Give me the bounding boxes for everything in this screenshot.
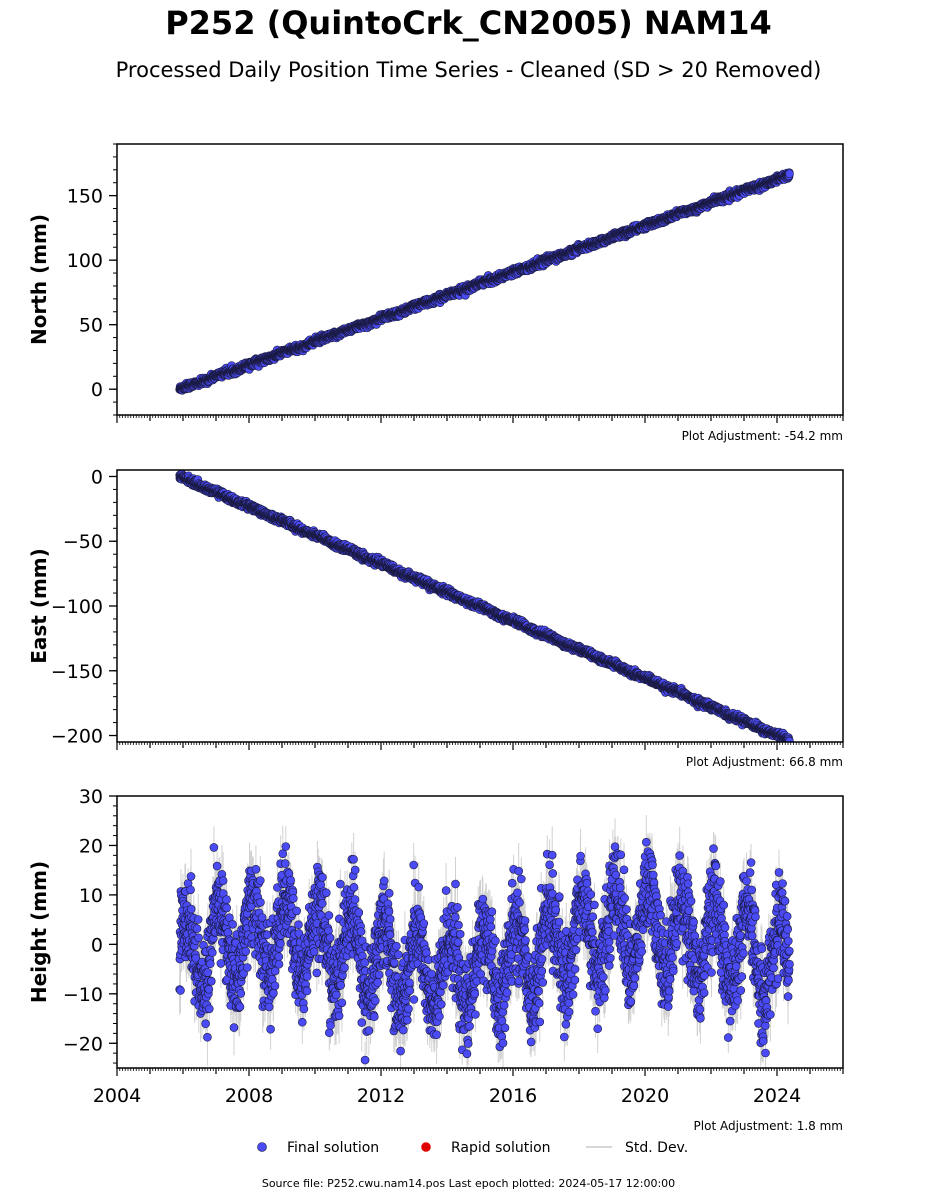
y-tick-label: 150 bbox=[67, 186, 103, 208]
data-points bbox=[175, 168, 794, 395]
panel-0: 0 50 100 150 North (mm) Plot Adjustment: -54.… bbox=[27, 143, 844, 443]
y-tick-label: 50 bbox=[79, 315, 103, 337]
y-tick-label: 100 bbox=[67, 250, 103, 272]
chart-subtitle: Processed Daily Position Time Series - C… bbox=[115, 58, 822, 82]
plot-adjustment: Plot Adjustment: -54.2 mm bbox=[682, 429, 843, 443]
plot-area bbox=[175, 168, 794, 395]
plot-area bbox=[175, 470, 794, 742]
data-point bbox=[785, 169, 794, 178]
y-tick-label: 0 bbox=[91, 379, 103, 401]
y-axis-label: North (mm) bbox=[27, 214, 51, 345]
data-points bbox=[175, 470, 794, 742]
chart-title: P252 (QuintoCrk_CN2005) NAM14 bbox=[165, 4, 772, 42]
